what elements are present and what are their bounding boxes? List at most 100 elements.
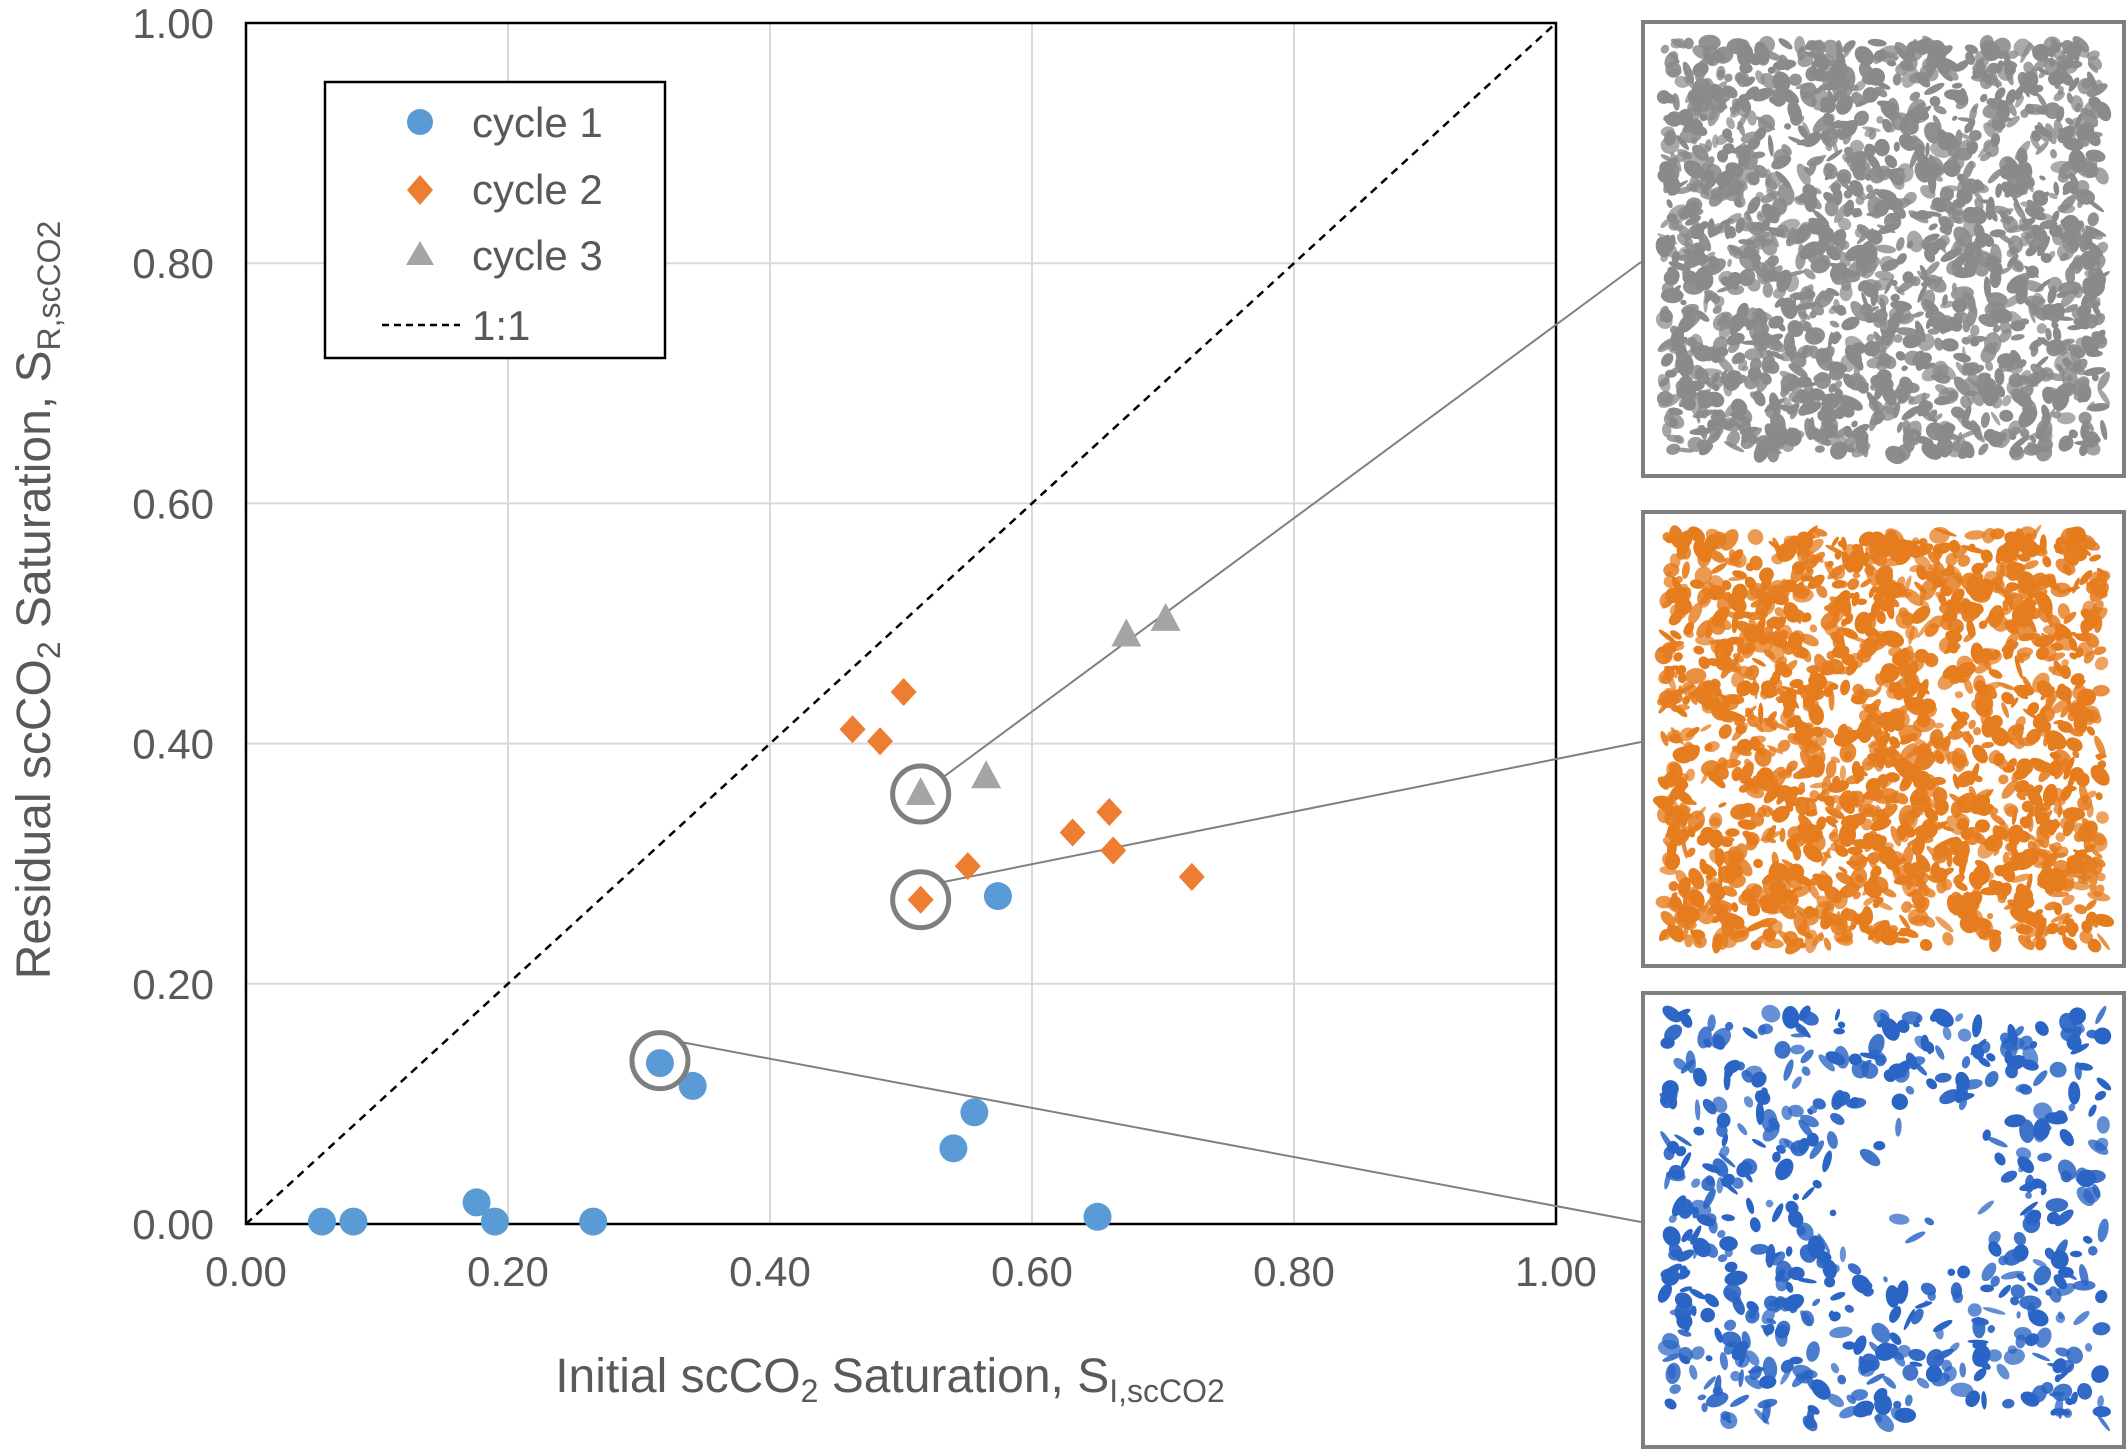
scan-blob (2031, 1068, 2050, 1088)
scan-blob (1705, 1354, 1714, 1362)
scan-blob (1688, 106, 1710, 113)
scan-blob (1794, 535, 1812, 549)
scan-blob (1781, 1058, 1795, 1082)
scan-blob (2057, 1126, 2077, 1148)
scan-blob (1829, 1209, 1837, 1217)
scan-blob (2032, 1018, 2051, 1038)
scan-blob (1951, 115, 1958, 122)
scan-blob (1834, 1008, 1841, 1021)
scan-blob (2049, 148, 2058, 159)
scan-blob (1971, 1014, 1984, 1039)
point-cycle-1 (339, 1208, 367, 1236)
legend-marker-cycle-1 (407, 109, 433, 135)
scan-blob (1982, 1306, 2006, 1317)
point-cycle-1 (939, 1134, 967, 1162)
scan-blob (2045, 1198, 2068, 1213)
scan-blob (2001, 801, 2020, 818)
scan-blob (1698, 1306, 1717, 1325)
scan-blob (2048, 1060, 2068, 1079)
scan-blob (2096, 1218, 2111, 1244)
scan-blob (1895, 1118, 1902, 1137)
scan-blob (1721, 1213, 1735, 1221)
legend-label-cycle-3: cycle 3 (472, 232, 603, 279)
cycle-1-scan-image (1645, 995, 2122, 1445)
scan-blob (1779, 828, 1785, 842)
point-cycle-1 (960, 1098, 988, 1126)
scan-blob (1753, 858, 1764, 868)
scan-blob (1888, 1090, 1911, 1113)
point-cycle-3 (1151, 603, 1181, 631)
scan-blob (1846, 1261, 1863, 1277)
point-cycle-1 (646, 1049, 674, 1077)
scan-blob (1801, 1185, 1817, 1201)
scan-blob (2002, 1398, 2015, 1409)
scan-blob (1704, 740, 1721, 754)
scan-blob (2093, 1089, 2108, 1103)
scan-blob (2058, 1267, 2074, 1278)
y-tick-label: 0.20 (132, 961, 214, 1008)
point-cycle-1 (481, 1208, 509, 1236)
scan-blob (2038, 175, 2046, 182)
scan-blob (2037, 1152, 2052, 1162)
scan-blob (1933, 914, 1955, 934)
y-axis-label-subscript: R,scCO2 (31, 221, 67, 351)
scan-blob (1981, 741, 1994, 748)
scan-blob (1662, 1396, 1678, 1411)
cycle-3-scan-image (1645, 24, 2122, 474)
scan-blob (2016, 1311, 2021, 1319)
scan-blob (1724, 116, 1736, 131)
scan-blob (2097, 1116, 2110, 1134)
scan-blob (1668, 1383, 1682, 1396)
scan-blob (1820, 1149, 1834, 1173)
point-cycle-2 (1096, 798, 1122, 826)
scan-blob (1918, 936, 1935, 953)
scan-blob (1837, 1021, 1846, 1029)
scan-blob (1982, 1069, 2001, 1090)
point-cycle-2 (1060, 818, 1086, 846)
scan-blob (1986, 912, 1994, 920)
scan-blob (1703, 293, 1708, 313)
point-cycle-3 (971, 760, 1001, 788)
scan-blob (1670, 1309, 1693, 1316)
scan-blob (2010, 333, 2025, 342)
point-cycle-1 (984, 882, 1012, 910)
scan-blob (1741, 1025, 1759, 1041)
scan-blob (1839, 679, 1851, 696)
scan-blob (2031, 1351, 2050, 1362)
scan-blob (1744, 1197, 1755, 1215)
scan-blob (1997, 1283, 2013, 1300)
scan-blob (2014, 1145, 2032, 1161)
scan-blob (1774, 1040, 1792, 1059)
scan-blob (2092, 654, 2111, 673)
scan-blob (1829, 1362, 1841, 1375)
point-cycle-1 (308, 1208, 336, 1236)
x-tick-label: 0.40 (729, 1248, 811, 1295)
point-cycle-2 (867, 727, 893, 755)
y-axis-label-main: Residual scCO (8, 659, 61, 979)
highlight-circles (632, 766, 949, 1089)
scan-blob (1722, 1318, 1737, 1333)
scan-blob (1888, 1213, 1910, 1226)
scan-blob (1999, 409, 2014, 423)
point-cycle-2 (1179, 863, 1205, 891)
y-tick-label: 0.40 (132, 721, 214, 768)
point-cycle-2 (840, 715, 866, 743)
scan-blob (1790, 1075, 1804, 1091)
scan-blob (2086, 1244, 2099, 1257)
scan-blob (1904, 1394, 1913, 1407)
scan-blob (1976, 1199, 1996, 1217)
scan-blob (1843, 1303, 1855, 1314)
scan-blob (1927, 222, 1939, 232)
x-tick-label: 0.60 (991, 1248, 1073, 1295)
scan-blob (1691, 1306, 1696, 1317)
scatter-chart: 0.00 0.20 0.40 0.60 0.80 1.000.000.200.400.60… (0, 0, 1650, 1456)
scan-blob (1873, 1141, 1885, 1151)
scan-blob (1692, 1126, 1705, 1137)
scan-blob (1681, 561, 1691, 580)
x-axis-label-rest: Saturation, S (818, 1350, 1109, 1403)
scan-blob (1980, 411, 1991, 428)
scan-blob (2093, 1288, 2110, 1305)
scan-blob (1992, 1150, 2008, 1167)
scan-blob (1792, 1193, 1799, 1201)
y-axis-label-sub: 2 (31, 641, 67, 659)
